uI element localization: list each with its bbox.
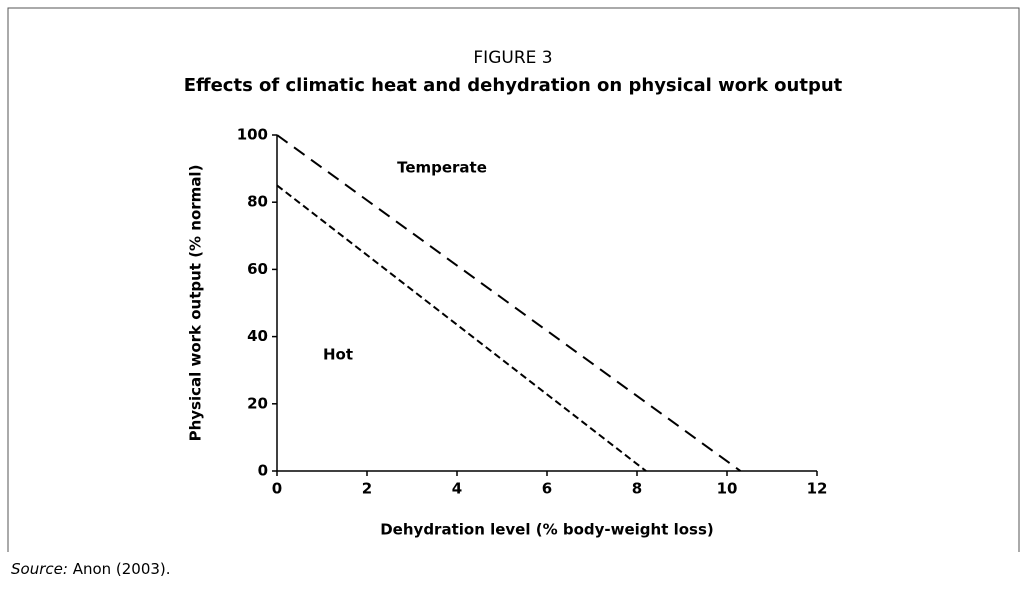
x-tick-label: 4: [452, 480, 462, 498]
y-tick-label: 0: [258, 462, 268, 480]
y-tick-label: 40: [247, 327, 268, 345]
x-axis-label: Dehydration level (% body-weight loss): [380, 521, 714, 539]
chart-title: Effects of climatic heat and dehydration…: [184, 75, 843, 96]
source: Source: Anon (2003).: [11, 560, 171, 578]
y-axis-label: Physical work output (% normal): [187, 165, 205, 442]
line-series: [276, 184, 647, 472]
x-tick-label: 12: [807, 480, 828, 498]
series-label: Hot: [323, 346, 353, 364]
y-tick-label: 60: [247, 260, 268, 278]
x-tick-label: 10: [717, 480, 738, 498]
y-tick-label: 20: [247, 394, 268, 412]
series-label: Temperate: [397, 159, 487, 177]
line-series: [276, 134, 742, 472]
x-tick-label: 2: [362, 480, 372, 498]
x-tick-label: 0: [272, 480, 282, 498]
figure-label: FIGURE 3: [473, 48, 552, 68]
source-text: Anon (2003).: [73, 560, 171, 578]
x-tick-label: 8: [632, 480, 642, 498]
x-tick-label: 6: [542, 480, 552, 498]
y-tick-label: 100: [237, 126, 268, 144]
y-tick-label: 80: [247, 193, 268, 211]
frame: [7, 7, 1020, 552]
source-label: Source:: [11, 560, 68, 578]
